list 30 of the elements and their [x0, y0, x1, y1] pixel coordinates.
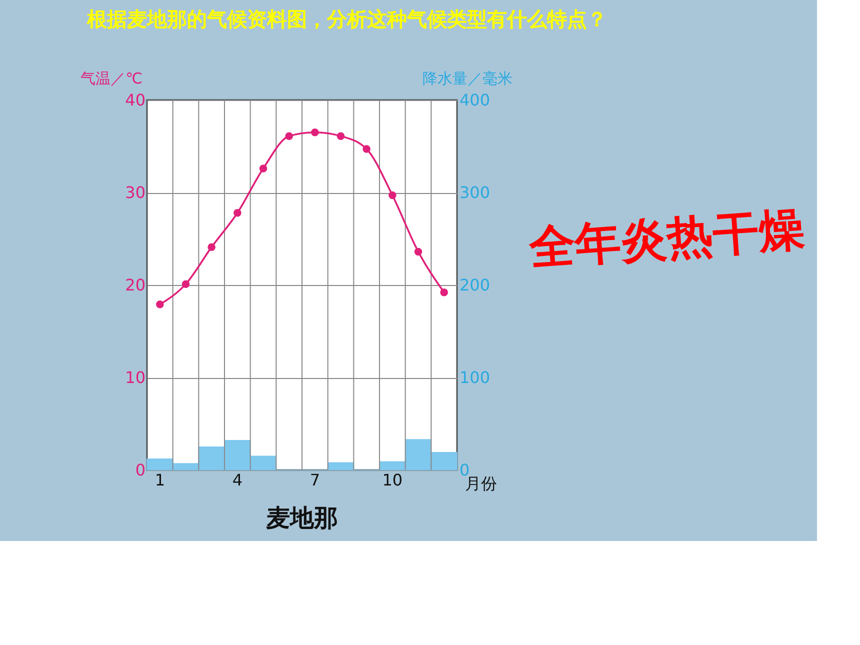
y-axis-title: 气温／℃	[80, 70, 142, 88]
y2-tick-label: 100	[460, 368, 490, 387]
y-tick-label: 30	[125, 183, 146, 202]
x-tick-label: 1	[154, 470, 166, 490]
point	[311, 128, 319, 136]
point	[336, 132, 345, 140]
text: 全年炎热干燥	[526, 201, 806, 275]
point	[182, 280, 190, 288]
point	[285, 132, 293, 140]
point	[259, 164, 268, 172]
y2-tick-label: 200	[460, 276, 490, 294]
point	[440, 288, 448, 296]
text: 根据麦地那的气候资料图，分析这种气候类型有什么特点？	[86, 7, 607, 31]
point	[388, 191, 396, 200]
point	[234, 208, 242, 217]
point	[156, 300, 164, 308]
x-tick-label: 10	[382, 470, 403, 490]
x-tick-label: 4	[232, 470, 243, 490]
y-tick-label: 0	[135, 460, 146, 480]
y-tick-label: 20	[125, 276, 146, 294]
y2-axis-title: 降水量／毫米	[422, 70, 512, 88]
y-tick-label: 40	[125, 90, 146, 110]
y-tick-label: 10	[125, 368, 146, 387]
point	[362, 145, 370, 153]
point	[414, 248, 422, 256]
y2-tick-label: 400	[460, 90, 490, 110]
x-tick-label: 7	[310, 470, 320, 490]
point	[208, 243, 216, 251]
text: 麦地那	[265, 504, 338, 532]
y2-tick-label: 300	[460, 183, 490, 202]
